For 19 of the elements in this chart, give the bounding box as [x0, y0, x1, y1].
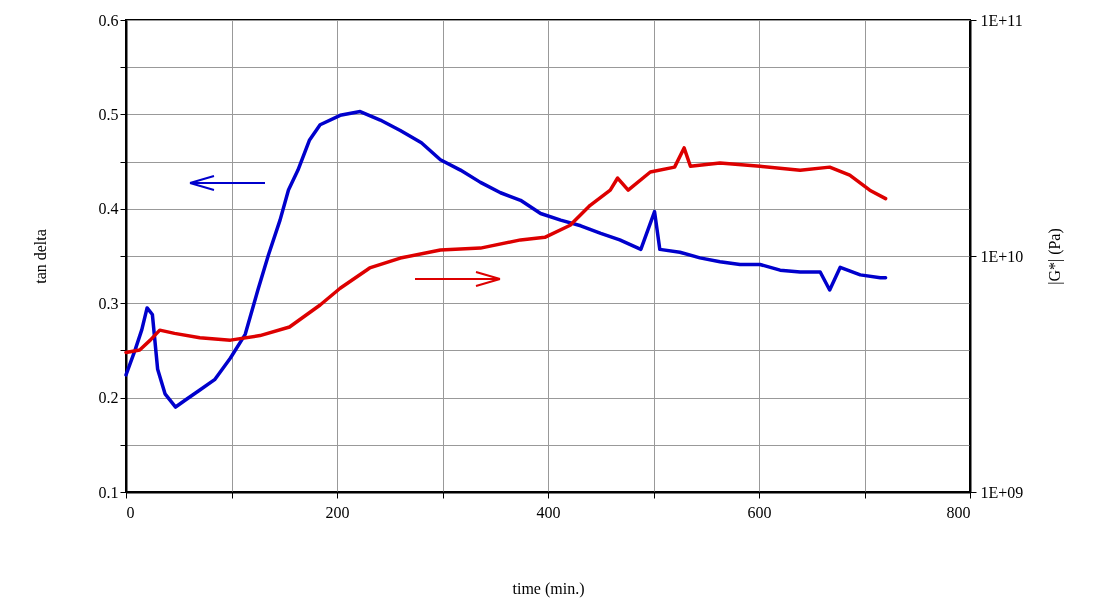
x-tick-label: 200: [325, 503, 350, 521]
y-tick-label: 0.1: [98, 483, 119, 501]
x-tick-label: 0: [126, 503, 135, 521]
y-tick-label: 0.4: [98, 200, 119, 218]
x-tick-label: 600: [747, 503, 772, 521]
y-tick-label: 0.2: [98, 389, 119, 407]
y2-tick-label: 1E+11: [980, 11, 1023, 29]
line-series: [124, 109, 888, 409]
line-series: [124, 146, 888, 355]
y-tick-label: 0.3: [98, 294, 119, 312]
y2-tick-label: 1E+10: [980, 247, 1024, 265]
y-tick-label: 0.5: [98, 105, 119, 123]
y2-axis-title: |G*| (Pa): [1046, 228, 1065, 285]
y-axis-title: tan delta: [31, 229, 49, 284]
x-tick-label: 800: [946, 503, 971, 521]
y2-tick-label: 1E+09: [980, 483, 1024, 501]
x-axis-title: time (min.): [512, 579, 585, 598]
x-tick-label: 400: [536, 503, 561, 521]
y-tick-label: 0.6: [98, 11, 119, 29]
